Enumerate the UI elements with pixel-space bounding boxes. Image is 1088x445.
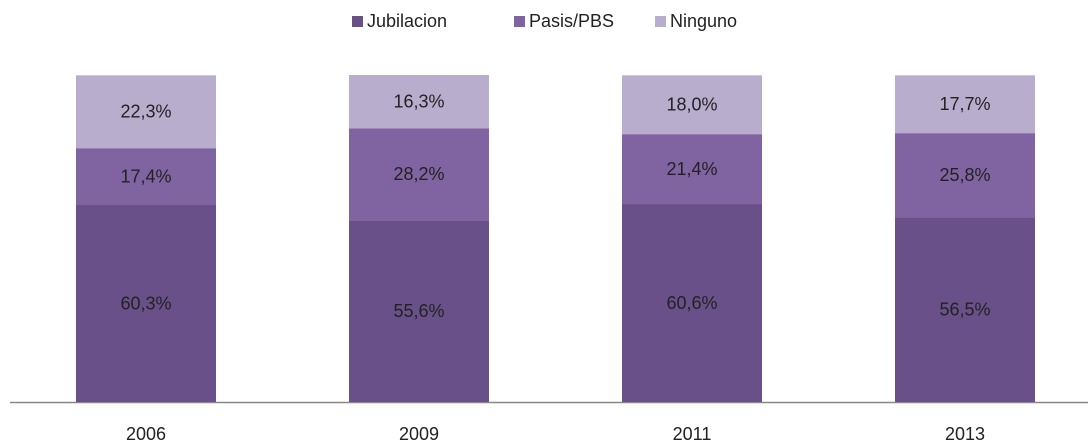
value-label: 18,0% [666,94,717,114]
value-label: 60,3% [120,293,171,313]
bar-segment [622,75,762,135]
value-label: 17,7% [939,94,990,114]
bar-segment [76,148,216,206]
bar-segment [76,205,216,402]
bar-segment [895,133,1035,218]
value-label: 60,6% [666,293,717,313]
legend-swatch [514,16,525,27]
bar-segment [622,204,762,402]
x-tick-label: 2011 [673,424,712,444]
bar-segment [895,217,1035,402]
bar-segment [349,220,489,402]
value-label: 17,4% [120,166,171,186]
x-tick-label: 2013 [945,424,985,444]
value-label: 22,3% [120,102,171,122]
value-label: 25,8% [939,165,990,185]
bar-segment [349,75,489,129]
value-label: 16,3% [393,91,444,111]
legend-swatch [655,16,666,27]
value-label: 55,6% [393,301,444,321]
x-tick-label: 2006 [126,424,166,444]
bar-segment [76,75,216,149]
value-label: 21,4% [666,159,717,179]
legend-label: Pasis/PBS [529,11,614,31]
legend-label: Jubilacion [367,11,447,31]
bar-segment [895,75,1035,134]
value-label: 56,5% [939,299,990,319]
x-tick-label: 2009 [399,424,439,444]
bar-segment [622,134,762,205]
legend-swatch [352,16,363,27]
value-label: 28,2% [393,164,444,184]
bar-segment [349,128,489,221]
legend-label: Ninguno [670,11,737,31]
